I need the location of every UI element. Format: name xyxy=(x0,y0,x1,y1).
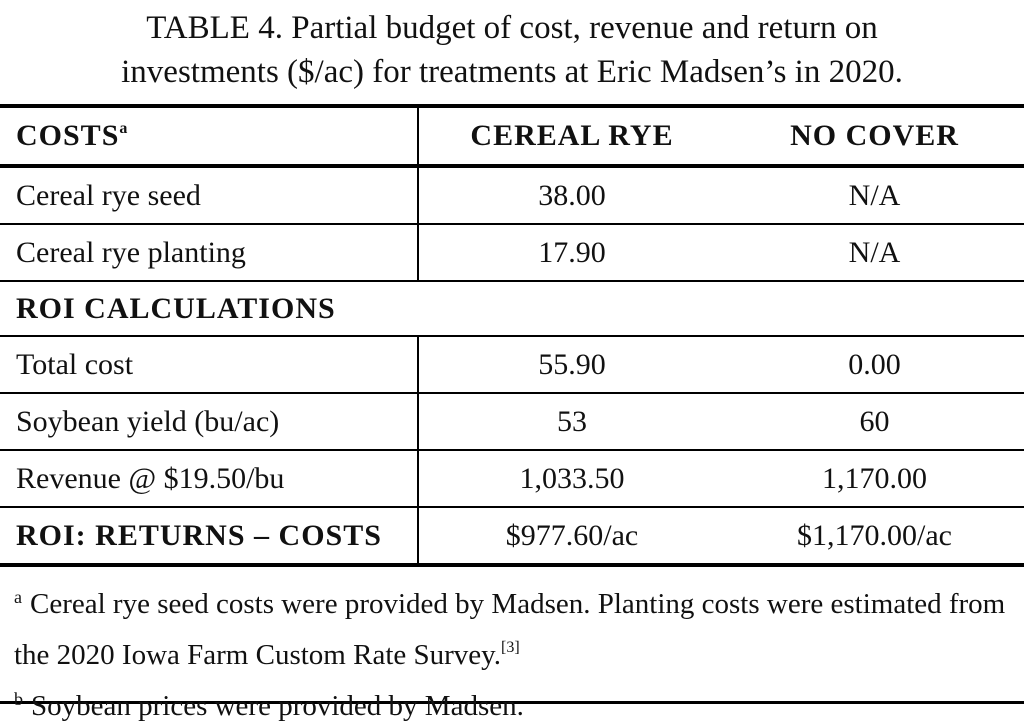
table-cell: 0.00 xyxy=(725,336,1024,394)
footnote-marker: a xyxy=(119,120,129,137)
section-heading: ROI CALCULATIONS xyxy=(0,281,1024,337)
table-cell: ROI: RETURNS – COSTS xyxy=(0,507,419,567)
table-cell: Cereal rye planting xyxy=(0,224,419,282)
table-cell: 1,033.50 xyxy=(418,450,725,508)
header-row: COSTSa CEREAL RYE NO COVER xyxy=(0,108,1024,168)
title-line: investments ($/ac) for treatments at Eri… xyxy=(121,54,903,90)
footnote: b Soybean prices were provided by Madsen. xyxy=(14,677,1024,728)
section-row: ROI CALCULATIONS xyxy=(0,281,1024,337)
table-cell: $977.60/ac xyxy=(418,507,725,567)
table-row: Total cost 55.90 0.00 xyxy=(0,336,1024,394)
table-row: Cereal rye seed 38.00 N/A xyxy=(0,166,1024,225)
table-cell: 53 xyxy=(418,393,725,451)
table-row: Soybean yield (bu/ac) 53 60 xyxy=(0,393,1024,451)
footnote-text: Soybean prices were provided by Madsen. xyxy=(31,690,524,722)
table-cell: 55.90 xyxy=(418,336,725,394)
header-cell: CEREAL RYE xyxy=(418,108,725,168)
table-cell: 38.00 xyxy=(418,166,725,225)
table-row: ROI: RETURNS – COSTS $977.60/ac $1,170.00/… xyxy=(0,507,1024,567)
header-cell: COSTSa xyxy=(0,108,419,168)
table-cell: N/A xyxy=(725,224,1024,282)
table-row: Cereal rye planting 17.90 N/A xyxy=(0,224,1024,282)
table-cell: Cereal rye seed xyxy=(0,166,419,225)
footnotes: a Cereal rye seed costs were provided by … xyxy=(0,567,1024,722)
table-cell: $1,170.00/ac xyxy=(725,507,1024,567)
header-text: COSTS xyxy=(16,119,120,152)
title-line: TABLE 4. Partial budget of cost, revenue… xyxy=(146,10,878,46)
table-cell: Soybean yield (bu/ac) xyxy=(0,393,419,451)
footnote-text: Cereal rye seed costs were provided by M… xyxy=(14,588,1006,671)
table-cell: Total cost xyxy=(0,336,419,394)
table-cell: N/A xyxy=(725,166,1024,225)
table-body: COSTSa CEREAL RYE NO COVER Cereal rye se… xyxy=(0,108,1024,567)
table-cell: 1,170.00 xyxy=(725,450,1024,508)
footnote-marker: b xyxy=(14,689,23,709)
budget-table: COSTSa CEREAL RYE NO COVER Cereal rye se… xyxy=(0,108,1024,567)
table-row: Revenue @ $19.50/bu 1,033.50 1,170.00 xyxy=(0,450,1024,508)
footnote: a Cereal rye seed costs were provided by … xyxy=(14,575,1024,677)
citation: [3] xyxy=(501,639,520,656)
table-cell: 60 xyxy=(725,393,1024,451)
footnote-marker: a xyxy=(14,587,22,607)
table-cell: 17.90 xyxy=(418,224,725,282)
header-cell: NO COVER xyxy=(725,108,1024,168)
table-title: TABLE 4. Partial budget of cost, revenue… xyxy=(0,0,1024,108)
table-cell: Revenue @ $19.50/bu xyxy=(0,450,419,508)
